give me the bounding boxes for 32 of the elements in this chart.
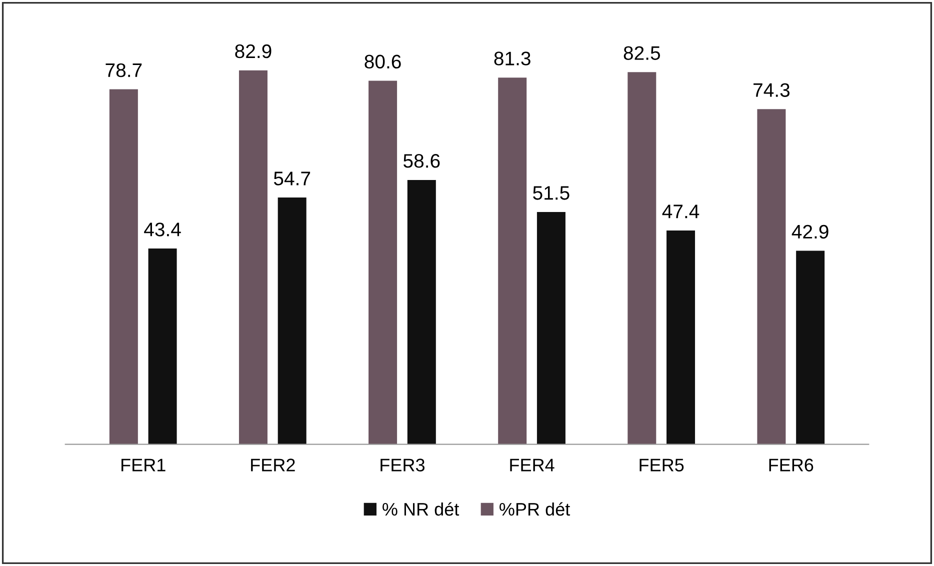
data-label: 78.7: [106, 63, 142, 78]
x-tick-label: FER6: [769, 458, 814, 472]
bar: [109, 89, 138, 444]
data-label: 81.3: [494, 52, 530, 66]
data-label: 51.5: [533, 186, 570, 200]
bar: [498, 78, 527, 444]
bar: [536, 212, 566, 444]
x-tick-label: FER1: [122, 458, 166, 472]
data-label: 74.3: [754, 83, 790, 97]
bar: [628, 72, 656, 444]
x-tick-label: FER2: [251, 458, 295, 472]
bar: [278, 198, 306, 444]
bar: [757, 109, 786, 444]
data-label: 54.7: [274, 172, 310, 186]
bar: [666, 230, 696, 444]
x-tick-label: FER5: [640, 458, 684, 472]
x-tick-label: FER4: [510, 458, 554, 472]
legend-label: %PR dét: [500, 502, 570, 516]
data-label: 82.5: [624, 46, 660, 60]
bar: [148, 248, 177, 444]
data-label: 80.6: [364, 54, 401, 69]
bar: [368, 80, 398, 444]
data-label: 42.9: [792, 224, 828, 239]
data-label: 43.4: [144, 222, 181, 236]
data-label: 82.9: [235, 44, 272, 58]
x-tick-label: FER3: [380, 458, 425, 472]
legend-label: % NR dét: [382, 502, 460, 516]
bar: [238, 70, 268, 444]
data-label: 47.4: [662, 204, 700, 218]
bar: [407, 180, 436, 444]
data-label: 58.6: [404, 154, 440, 168]
bar: [796, 250, 825, 444]
